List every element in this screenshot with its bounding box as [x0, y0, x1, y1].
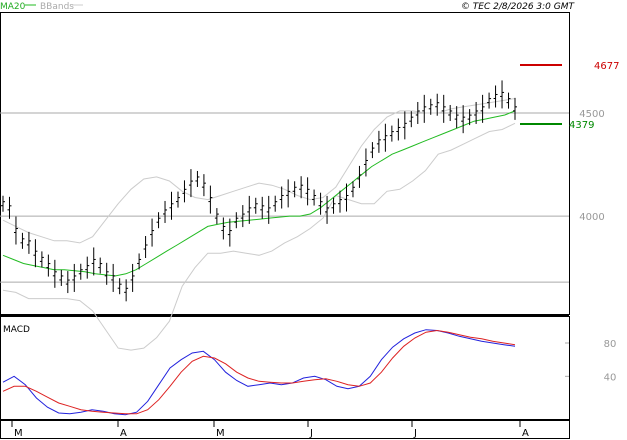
resistance-label: 4677 [594, 61, 619, 72]
macd-y-tick-label: 80 [604, 339, 617, 350]
signal-line [2, 329, 516, 415]
x-axis-tick-label: A [120, 428, 127, 439]
x-axis-frame [0, 420, 570, 439]
x-axis-tick-label: M [216, 428, 225, 439]
macd-lines [2, 329, 516, 416]
x-axis-tick-label: M [14, 428, 23, 439]
macd-title: MACD [3, 325, 30, 335]
macd-y-axis-labels: 40 80 [604, 339, 617, 383]
x-axis-tick-label: J [309, 428, 313, 439]
copyright-text: © TEC 2/8/2026 3:0 GMT [461, 2, 576, 12]
x-axis-tick-label: J [413, 428, 417, 439]
support-label: 4379 [569, 120, 594, 131]
ma20-series-line [2, 110, 516, 277]
macd-line [2, 329, 516, 416]
macd-grid [565, 342, 569, 377]
macd-y-tick-label: 40 [604, 372, 617, 383]
main-grid [0, 112, 569, 283]
bbands-upper-line [2, 98, 516, 244]
support-resistance-levels: 4677 4379 [520, 61, 619, 131]
price-bars [1, 80, 517, 302]
legend-ma20: MA20 [0, 2, 26, 12]
bollinger-bands [2, 98, 516, 351]
legend-bbands: BBands [40, 2, 74, 12]
main-y-axis-labels: 4000 4500 [579, 109, 604, 223]
x-axis-tick-label: A [522, 428, 529, 439]
ma20-line [2, 110, 516, 277]
main-y-tick-label: 4500 [579, 109, 604, 120]
bbands-lower-line [2, 122, 516, 351]
main-y-tick-label: 4000 [579, 212, 604, 223]
macd-panel-frame [0, 316, 570, 420]
